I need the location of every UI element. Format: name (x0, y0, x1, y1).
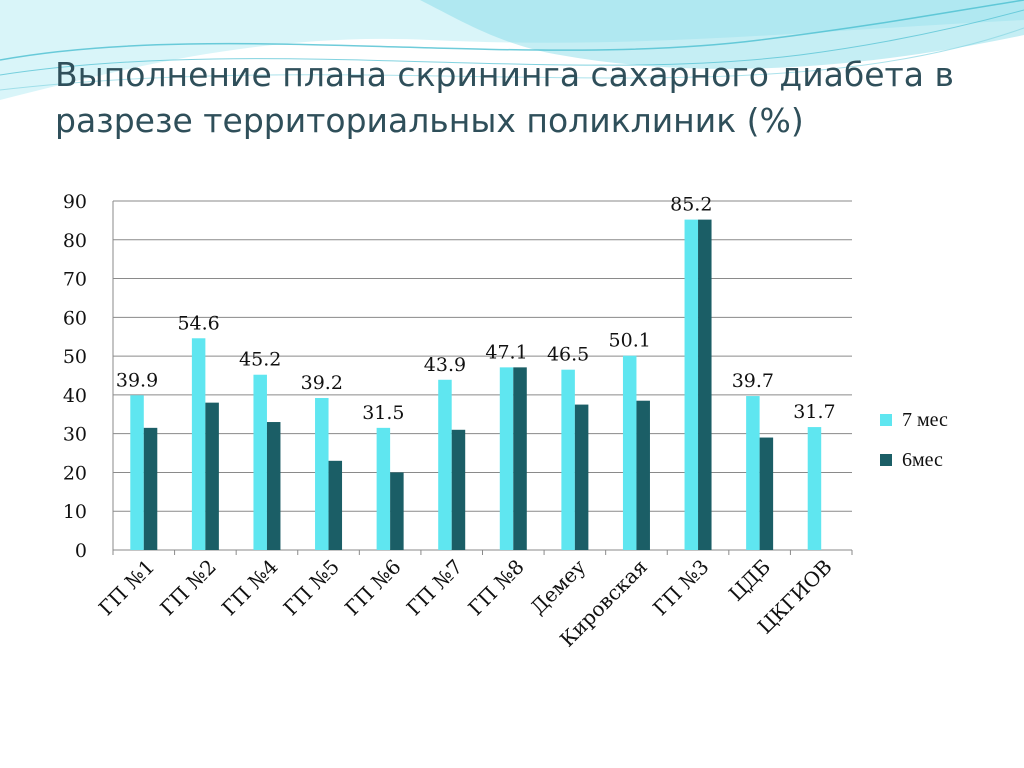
x-tick-label: ГП №5 (279, 555, 345, 621)
bar-6-mes (205, 402, 219, 550)
bar-6-mes (451, 429, 466, 550)
bar-7-mes (746, 396, 760, 550)
data-label: 45.2 (239, 349, 281, 371)
y-tick-label: 0 (75, 540, 87, 562)
legend-swatch-7-mes (880, 414, 892, 426)
y-tick-label: 50 (63, 346, 87, 368)
y-tick-label: 60 (63, 307, 87, 329)
x-tick-label: ЦДБ (724, 555, 775, 606)
bar-7-mes (376, 427, 391, 550)
x-tick-label: ГП №6 (340, 555, 406, 621)
y-tick-label: 80 (63, 230, 87, 252)
y-tick-label: 30 (63, 424, 87, 446)
bar-7-mes (315, 397, 329, 550)
legend-item-7-mes: 7 мес (880, 400, 948, 440)
bar-7-mes (684, 219, 699, 550)
data-label: 31.7 (793, 401, 835, 423)
data-label: 46.5 (547, 344, 589, 366)
bar-7-mes (561, 369, 575, 550)
data-label: 39.2 (301, 372, 343, 394)
bar-6-mes (759, 437, 774, 550)
bar-6-mes (698, 219, 712, 550)
legend-label-6-mes: 6мес (902, 448, 943, 471)
bar-7-mes (499, 367, 514, 550)
x-tick-label: ГП №1 (94, 555, 160, 621)
x-tick-label: ГП №7 (402, 555, 468, 621)
legend-swatch-6-mes (880, 454, 892, 466)
decorative-wave-header (0, 0, 1024, 100)
bar-6-mes (513, 367, 527, 550)
data-label: 39.9 (116, 369, 158, 391)
data-label: 50.1 (609, 330, 651, 352)
y-tick-label: 70 (63, 269, 87, 291)
data-label: 39.7 (732, 370, 774, 392)
bar-6-mes (390, 472, 404, 550)
y-tick-label: 90 (63, 191, 87, 213)
bar-6-mes (143, 427, 158, 550)
data-label: 31.5 (362, 402, 404, 424)
bar-7-mes (622, 355, 637, 550)
y-tick-label: 10 (63, 501, 87, 523)
data-label: 47.1 (485, 341, 527, 363)
y-tick-label: 40 (63, 385, 87, 407)
bar-7-mes (253, 374, 267, 550)
chart-legend: 7 мес 6мес (880, 400, 948, 480)
data-label: 43.9 (424, 354, 466, 376)
x-tick-label: ГП №4 (217, 555, 283, 621)
bar-7-mes (130, 395, 144, 550)
bar-6-mes (328, 460, 343, 550)
bar-7-mes (807, 427, 822, 550)
data-label: 54.6 (177, 312, 219, 334)
slide-title: Выполнение плана скрининга сахарного диа… (55, 55, 954, 140)
x-tick-label: ГП №3 (648, 555, 714, 621)
bar-7-mes (191, 338, 206, 550)
bar-6-mes (266, 422, 281, 550)
x-tick-label: ГП №2 (155, 555, 221, 621)
y-tick-label: 20 (63, 462, 87, 484)
bar-6-mes (574, 404, 589, 550)
data-label: 85.2 (670, 194, 712, 216)
legend-item-6-mes: 6мес (880, 440, 948, 480)
x-tick-label: ГП №8 (463, 555, 529, 621)
bar-7-mes (438, 379, 452, 550)
bar-6-mes (636, 400, 650, 550)
legend-label-7-mes: 7 мес (902, 408, 948, 431)
